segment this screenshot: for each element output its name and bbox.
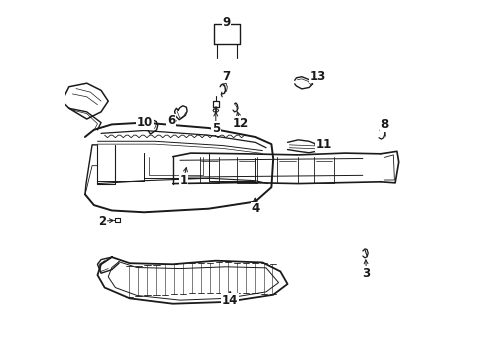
Text: 6: 6 <box>166 114 175 127</box>
Text: 14: 14 <box>222 294 238 307</box>
Text: 8: 8 <box>380 118 387 131</box>
Text: 13: 13 <box>309 69 325 82</box>
Text: 7: 7 <box>222 69 230 82</box>
Text: 4: 4 <box>251 202 259 215</box>
Text: 10: 10 <box>137 116 153 129</box>
Text: 1: 1 <box>179 174 187 186</box>
Text: 9: 9 <box>222 16 230 29</box>
Text: 11: 11 <box>315 138 331 151</box>
Text: 3: 3 <box>362 267 370 280</box>
Text: 12: 12 <box>232 117 248 130</box>
Text: 5: 5 <box>211 122 220 135</box>
Text: 2: 2 <box>98 215 106 228</box>
